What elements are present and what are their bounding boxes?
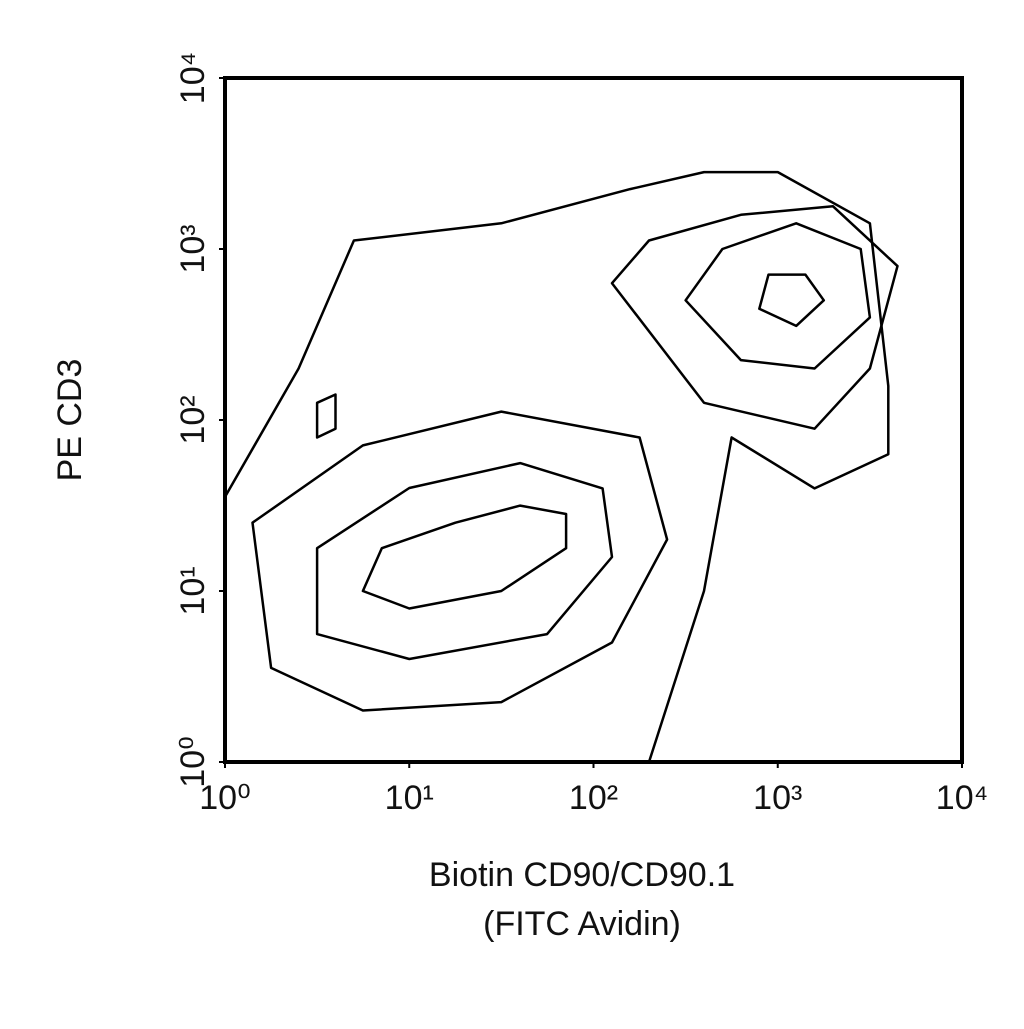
x-axis-label: (FITC Avidin) xyxy=(483,905,681,943)
x-tick-label: 10⁰ xyxy=(199,779,250,817)
x-tick-label: 10³ xyxy=(753,779,802,817)
x-axis-label: Biotin CD90/CD90.1 xyxy=(429,856,735,894)
contour-line xyxy=(315,461,614,661)
x-tick-label: 10¹ xyxy=(385,779,434,817)
plot-frame xyxy=(223,76,964,764)
y-tick-label: 10³ xyxy=(174,224,212,273)
y-tick-label: 10² xyxy=(174,395,212,444)
contour-line xyxy=(361,504,568,610)
x-tick-label: 10⁴ xyxy=(936,779,988,817)
x-tick-label: 10² xyxy=(569,779,618,817)
y-axis-label: PE CD3 xyxy=(51,359,89,482)
y-tick-label: 10⁰ xyxy=(174,736,212,787)
contour-line xyxy=(684,222,872,370)
contour-line xyxy=(758,273,826,328)
contour-line xyxy=(610,205,899,430)
contour-line xyxy=(315,393,337,439)
y-tick-label: 10¹ xyxy=(174,566,212,615)
y-tick-label: 10⁴ xyxy=(174,52,212,104)
contour-line xyxy=(251,410,669,712)
